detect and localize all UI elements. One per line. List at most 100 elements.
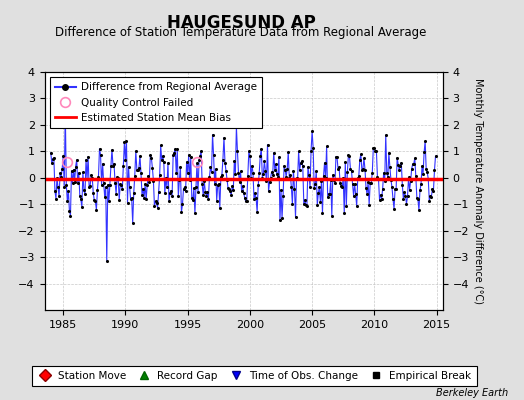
Point [203,189,212,196]
Point [312,168,321,174]
Point [49,156,57,163]
Point [209,132,217,138]
Point [174,193,182,200]
Point [328,213,336,219]
Point [307,147,315,154]
Point [180,184,189,190]
Point [399,196,408,202]
Point [322,143,331,150]
Point [140,194,148,201]
Point [374,176,383,182]
Point [47,150,55,156]
Point [427,194,435,200]
Point [161,190,169,196]
Point [248,162,256,169]
Point [132,148,140,154]
Point [392,186,400,193]
Point [110,160,118,167]
Point [417,181,425,188]
Point [58,166,67,172]
Point [143,182,151,188]
Point [148,165,157,171]
Point [162,175,170,181]
Point [238,183,247,189]
Point [154,204,162,211]
Point [420,149,428,156]
Point [389,196,397,202]
Point [66,212,74,219]
Point [329,172,337,178]
Point [292,175,301,181]
Point [310,185,319,191]
Point [326,177,335,183]
Point [247,174,255,181]
Point [134,167,142,173]
Point [271,161,280,168]
Point [63,198,72,204]
Point [272,171,281,178]
Point [355,173,363,180]
Point [168,193,176,199]
Point [379,170,388,176]
Point [123,200,132,206]
Point [285,174,293,181]
Point [270,166,279,173]
Point [255,170,264,176]
Point [78,204,86,210]
Point [178,201,187,208]
Point [253,209,261,215]
Point [294,148,303,154]
Point [156,172,164,178]
Point [128,220,137,226]
Point [202,192,211,199]
Point [68,180,77,187]
Point [48,160,56,166]
Point [264,141,272,148]
Point [336,180,344,186]
Point [299,163,307,170]
Point [87,172,95,178]
Point [356,156,364,163]
Point [251,190,259,197]
Point [428,186,436,192]
Point [383,170,391,176]
Point [229,187,237,193]
Point [279,193,287,200]
Point [332,153,340,160]
Point [67,168,75,174]
Point [93,187,102,193]
Point [402,200,411,207]
Legend: Station Move, Record Gap, Time of Obs. Change, Empirical Break: Station Move, Record Gap, Time of Obs. C… [32,366,476,386]
Point [215,204,224,211]
Point [222,168,230,174]
Point [337,183,345,190]
Point [296,166,304,173]
Point [301,197,309,203]
Point [344,152,353,158]
Point [185,177,194,183]
Point [298,158,306,164]
Point [228,183,236,189]
Point [387,176,395,183]
Point [155,189,163,196]
Point [264,188,272,194]
Point [246,153,254,160]
Point [149,178,158,184]
Point [137,170,145,176]
Point [133,166,141,173]
Y-axis label: Monthly Temperature Anomaly Difference (°C): Monthly Temperature Anomaly Difference (… [473,78,483,304]
Point [116,180,124,187]
Point [214,182,222,188]
Point [352,191,360,197]
Point [358,167,366,174]
Point [208,169,216,175]
Point [378,186,387,192]
Point [191,210,199,216]
Point [413,194,421,201]
Point [147,155,156,161]
Point [179,186,188,192]
Point [282,174,290,180]
Point [172,170,180,176]
Point [81,191,89,198]
Point [266,174,275,181]
